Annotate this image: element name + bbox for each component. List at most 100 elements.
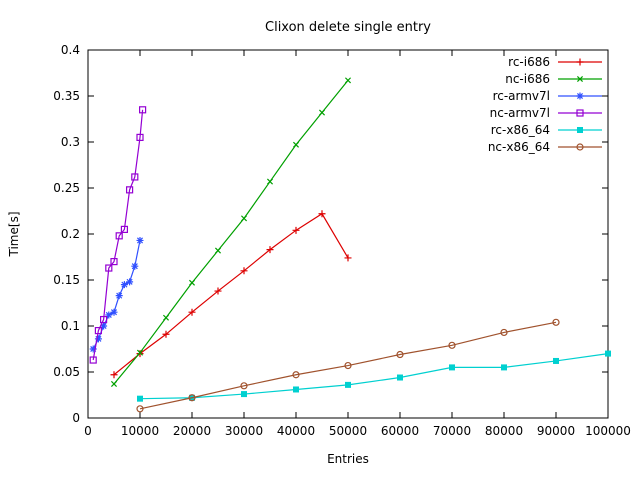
plus-marker [266, 246, 274, 254]
square-filled-marker [605, 350, 611, 357]
x-tick-label: 50000 [329, 424, 367, 438]
square-filled-marker [345, 381, 351, 388]
cross-marker [188, 279, 196, 286]
plus-marker [576, 58, 584, 66]
cross-marker [344, 77, 352, 84]
square-open-marker [120, 225, 129, 233]
series-line [139, 353, 609, 400]
cross-marker [292, 141, 300, 148]
y-tick-label: 0.3 [61, 135, 80, 149]
cross-marker [214, 247, 222, 254]
asterisk-marker [110, 308, 118, 316]
asterisk-marker [136, 236, 144, 244]
series-line [92, 109, 144, 361]
legend-label: nc-armv7l [490, 106, 550, 120]
series-line [92, 240, 141, 350]
x-tick-label: 0 [84, 424, 92, 438]
cross-marker [318, 109, 326, 116]
square-filled-marker [577, 127, 583, 133]
asterisk-marker [115, 292, 123, 300]
asterisk-marker [120, 281, 128, 289]
cross-marker [576, 75, 584, 83]
circle-open-marker [500, 328, 508, 337]
plot-area: 0 10000 20000 30000 40000 50000 60000 70000 8000… [53, 43, 631, 438]
circle-open-marker [136, 405, 144, 413]
cross-marker [110, 380, 118, 387]
square-filled-marker [397, 374, 403, 381]
series-line [139, 321, 557, 410]
plus-marker [110, 371, 118, 379]
square-filled-marker [293, 386, 299, 393]
series-rc-i686 [110, 210, 352, 379]
x-tick-label: 60000 [381, 424, 419, 438]
circle-open-marker [576, 143, 584, 151]
square-open-marker [115, 232, 123, 240]
square-open-marker [110, 258, 118, 266]
square-open-marker [139, 106, 147, 114]
cross-marker [240, 215, 248, 222]
square-filled-marker [553, 357, 559, 364]
square-open-marker [89, 356, 97, 364]
y-tick-label: 0.1 [61, 319, 80, 333]
x-tick-label: 10000 [121, 424, 159, 438]
legend-label: nc-x86_64 [488, 140, 550, 154]
y-tick-label: 0.35 [53, 89, 80, 103]
y-tick-label: 0 [72, 411, 80, 425]
square-filled-marker [501, 364, 507, 371]
square-open-marker [125, 186, 134, 194]
series-line [113, 79, 349, 385]
plus-marker [292, 226, 300, 234]
square-open-marker [136, 133, 144, 141]
square-filled-marker [241, 391, 247, 398]
y-tick-label: 0.2 [61, 227, 80, 241]
circle-open-marker [344, 361, 352, 370]
x-tick-label: 100000 [585, 424, 631, 438]
square-open-marker [105, 264, 113, 272]
x-tick-label: 70000 [433, 424, 471, 438]
series-nc-i686 [110, 77, 352, 387]
plus-marker [162, 330, 170, 338]
x-axis-label: Entries [327, 452, 369, 466]
asterisk-marker [89, 345, 97, 353]
legend-label: rc-i686 [508, 55, 550, 69]
y-axis-label: Time[s] [7, 212, 21, 258]
plus-marker [318, 210, 326, 218]
square-filled-marker [137, 395, 143, 402]
y-tick-label: 0.15 [53, 273, 80, 287]
y-tick-label: 0.4 [61, 43, 80, 57]
square-open-marker [99, 315, 108, 324]
asterisk-marker [131, 262, 139, 270]
cross-marker [266, 178, 274, 185]
plus-marker [214, 287, 222, 295]
legend-label: nc-i686 [505, 72, 550, 86]
chart-title: Clixon delete single entry [265, 20, 431, 35]
asterisk-marker [100, 322, 108, 330]
plus-marker [240, 267, 248, 275]
circle-open-marker [448, 341, 456, 349]
square-open-marker [131, 173, 139, 181]
asterisk-marker [94, 335, 102, 343]
y-tick-label: 0.25 [53, 181, 80, 195]
asterisk-marker [105, 311, 113, 319]
square-open-marker [576, 109, 584, 117]
cross-marker [136, 349, 144, 356]
cross-marker [162, 314, 170, 321]
x-tick-label: 30000 [225, 424, 263, 438]
x-tick-label: 40000 [277, 424, 315, 438]
square-open-marker [94, 327, 103, 335]
circle-open-marker [292, 371, 300, 379]
series-line [113, 212, 349, 376]
series-nc-x86_64 [136, 318, 560, 413]
x-tick-label: 80000 [485, 424, 523, 438]
legend: rc-i686 nc-i686 rc-armv7l nc-armv7l rc-x86_6… [488, 55, 602, 154]
square-filled-marker [449, 364, 455, 371]
legend-label: rc-x86_64 [491, 123, 550, 137]
y-tick-label: 0.05 [53, 365, 80, 379]
asterisk-marker [126, 278, 134, 286]
x-tick-label: 20000 [173, 424, 211, 438]
legend-label: rc-armv7l [493, 89, 550, 103]
plus-marker [188, 308, 196, 316]
circle-open-marker [396, 350, 404, 359]
